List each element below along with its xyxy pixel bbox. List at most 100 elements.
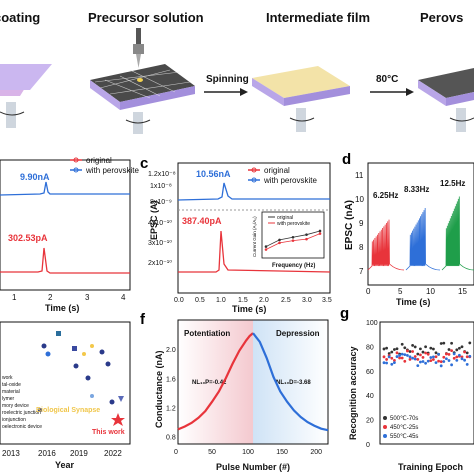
svg-text:7: 7 [359, 267, 364, 276]
panel-e-xticks: 2013 2016 2019 2022 [2, 449, 122, 458]
svg-text:with perovskite: with perovskite [277, 221, 310, 227]
ytick: 80 [366, 344, 374, 351]
accuracy-point [458, 346, 461, 350]
accuracy-point [419, 353, 422, 357]
process-row: coating Precursor solution Intermediate … [0, 10, 474, 134]
inset-point [305, 233, 308, 236]
point [99, 349, 105, 355]
panel-c-yticks: 1.2x10⁻⁸ 1x10⁻⁸ 8x10⁻⁹ 4x10⁻¹⁰ 3x10⁻¹⁰ 2… [148, 171, 176, 267]
accuracy-point [403, 359, 407, 363]
xtick: 0 [174, 449, 178, 456]
svg-text:2.5: 2.5 [281, 297, 291, 304]
accuracy-point [411, 350, 414, 353]
point [90, 394, 94, 398]
accuracy-point [400, 342, 404, 346]
accuracy-point [413, 357, 417, 361]
svg-text:11: 11 [355, 171, 364, 180]
point [73, 363, 79, 369]
accuracy-point [458, 353, 461, 357]
accuracy-point [445, 352, 448, 356]
svg-text:Recognition accuracy: Recognition accuracy [348, 346, 358, 440]
svg-text:Potentiation: Potentiation [184, 329, 230, 338]
svg-text:with perovskite: with perovskite [263, 176, 317, 185]
accuracy-point [411, 356, 414, 360]
inset-point [278, 238, 281, 242]
pulse-train-2 [441, 196, 474, 271]
svg-text:10: 10 [426, 287, 435, 296]
point [118, 396, 124, 402]
svg-text:roelectric junction: roelectric junction [2, 410, 41, 416]
svg-text:2: 2 [48, 293, 53, 302]
panel-b-xticks: 1 2 3 4 [12, 293, 126, 302]
substrate-3 [252, 66, 350, 132]
svg-text:1.2x10⁻⁸: 1.2x10⁻⁸ [148, 171, 176, 178]
point [56, 331, 61, 336]
panel-g: g Recognition accuracy 0 20 40 60 80 100 500℃… [340, 305, 474, 472]
point [85, 375, 91, 381]
ytick: 1.2 [166, 406, 176, 413]
panel-g-legend: 500℃-70s 450℃-25s 550℃-45s [383, 415, 418, 440]
accuracy-point [434, 361, 438, 365]
pulse-train-0 [367, 219, 405, 271]
svg-text:80°C: 80°C [376, 74, 398, 85]
pulse-train-1 [405, 208, 441, 271]
point [109, 399, 115, 405]
accuracy-point [452, 356, 456, 360]
svg-text:Year: Year [55, 460, 75, 470]
panel-b: original with perovskite 9.90nA 302.53pA… [0, 156, 139, 313]
point [82, 352, 86, 356]
accuracy-point [390, 350, 394, 354]
svg-text:450℃-25s: 450℃-25s [390, 424, 418, 431]
accuracy-point [416, 364, 420, 368]
accuracy-point [450, 341, 453, 345]
svg-text:f: f [140, 311, 146, 328]
accuracy-point [390, 362, 394, 366]
svg-text:3.5: 3.5 [322, 297, 332, 304]
accuracy-point [393, 361, 396, 365]
accuracy-point [465, 355, 469, 359]
svg-text:9: 9 [359, 219, 364, 228]
svg-text:12.5Hz: 12.5Hz [440, 179, 465, 188]
svg-text:3x10⁻¹⁰: 3x10⁻¹⁰ [148, 239, 172, 247]
svg-text:tal-oxide: tal-oxide [2, 382, 21, 388]
point [105, 361, 111, 367]
svg-text:This work: This work [92, 429, 125, 436]
accuracy-point [403, 353, 407, 357]
accuracy-point [382, 361, 386, 365]
svg-text:ionjunction: ionjunction [2, 417, 26, 423]
panel-f-yticks: 0.8 1.2 1.6 2.0 [166, 347, 176, 442]
accuracy-point [432, 358, 435, 361]
svg-text:NL₁₀D=-3.68: NL₁₀D=-3.68 [276, 380, 311, 386]
panel-e: work tal-oxide material lymer mory devic… [0, 321, 131, 470]
accuracy-point [385, 346, 388, 350]
accuracy-point [447, 348, 451, 351]
step-intermediate: Intermediate film [266, 10, 370, 25]
svg-text:1x10⁻⁸: 1x10⁻⁸ [150, 183, 172, 190]
substrate-1 [0, 64, 52, 128]
panel-c: c EPSC (A) 1.2x10⁻⁸ 1x10⁻⁸ 8x10⁻⁹ 4x10⁻¹… [140, 155, 332, 314]
accuracy-point [442, 341, 446, 345]
inset-point [318, 229, 322, 233]
svg-text:2.0: 2.0 [259, 297, 269, 304]
svg-text:Time (s): Time (s) [45, 303, 79, 313]
panel-e-points [38, 331, 124, 412]
arrow-heating: 80°C [370, 74, 414, 96]
svg-text:with perovskite: with perovskite [85, 166, 139, 175]
accuracy-point [408, 357, 412, 361]
svg-text:material: material [2, 389, 20, 395]
accuracy-point [398, 356, 401, 360]
accuracy-point [455, 358, 459, 362]
dropper-icon [136, 28, 141, 48]
step-precursor: Precursor solution [88, 10, 204, 25]
accuracy-point [442, 355, 446, 359]
accuracy-point [390, 356, 394, 360]
panel-d-yticks: 7 8 9 10 11 [355, 171, 364, 276]
accuracy-point [400, 352, 404, 356]
accuracy-point [393, 358, 396, 362]
accuracy-point [400, 356, 404, 360]
accuracy-point [387, 352, 391, 355]
accuracy-point [429, 356, 433, 359]
svg-text:1.0: 1.0 [216, 297, 226, 304]
accuracy-point [463, 358, 466, 362]
accuracy-point [382, 355, 386, 359]
